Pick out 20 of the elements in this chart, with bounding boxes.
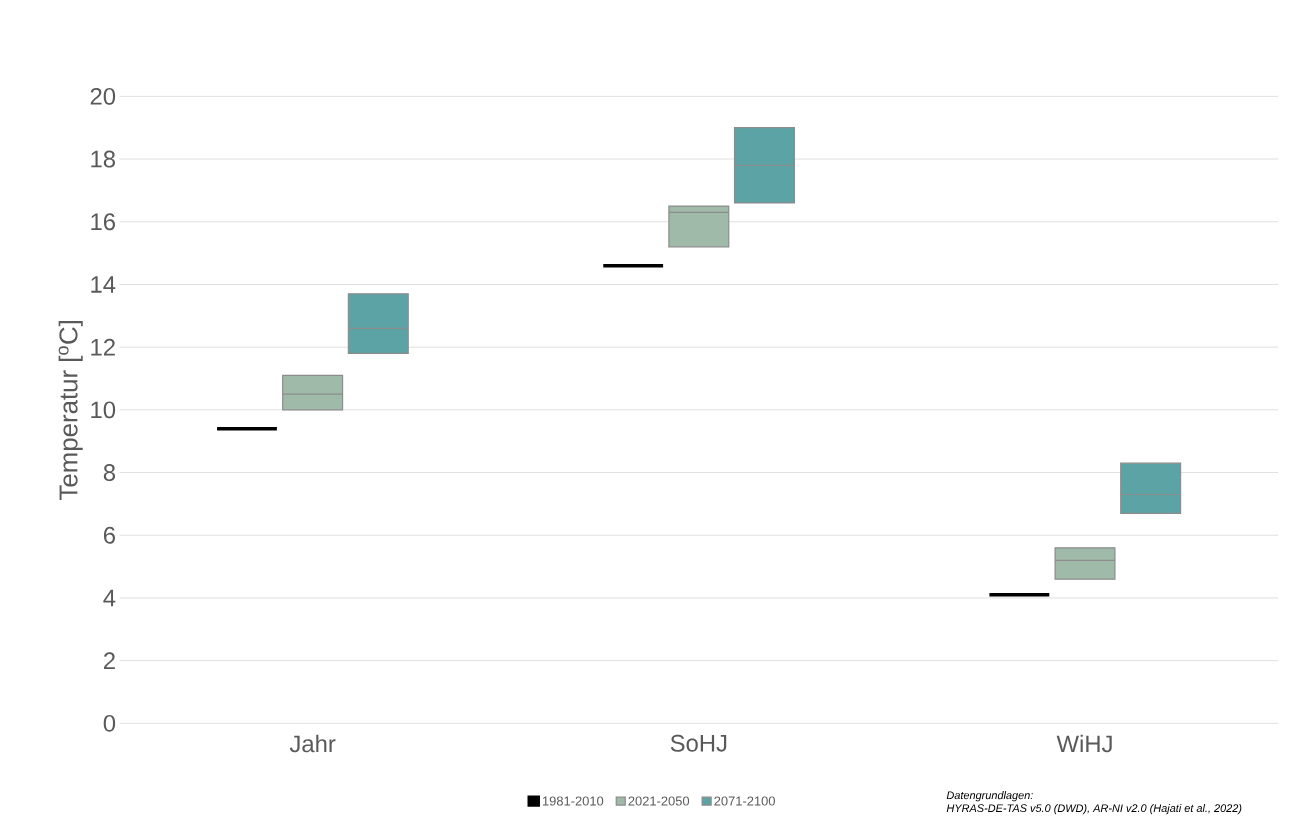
legend-label: 2071-2100 xyxy=(714,796,775,806)
x-tick-label: SoHJ xyxy=(670,734,727,752)
legend-label: 1981-2010 xyxy=(542,796,604,806)
y-tick-label: 12 xyxy=(91,338,115,356)
y-tick-label: 20 xyxy=(90,88,116,105)
y-tick-label: 16 xyxy=(91,213,115,231)
x-tick-label: Jahr xyxy=(289,734,336,753)
y-tick-label: 6 xyxy=(103,526,115,544)
x-tick-label: WiHJ xyxy=(1056,734,1112,753)
text: Datengrundlagen: xyxy=(946,791,1033,802)
y-tick-label: 0 xyxy=(103,715,116,732)
y-axis-title: Temperatur [$^{o}$C] xyxy=(58,321,83,501)
legend-label: 2021-2050 xyxy=(628,796,690,806)
y-tick-label: 14 xyxy=(91,276,116,293)
y-tick-label: 8 xyxy=(103,464,116,482)
y-tick-label: 2 xyxy=(103,652,115,670)
text: HYRAS-DE-TAS v5.0 (DWD), AR-NI v2.0 (Hajati et al., 2022) xyxy=(946,804,1242,815)
y-tick-label: 18 xyxy=(91,150,116,168)
y-tick-label: 4 xyxy=(103,589,116,607)
y-tick-label: 10 xyxy=(91,401,116,419)
